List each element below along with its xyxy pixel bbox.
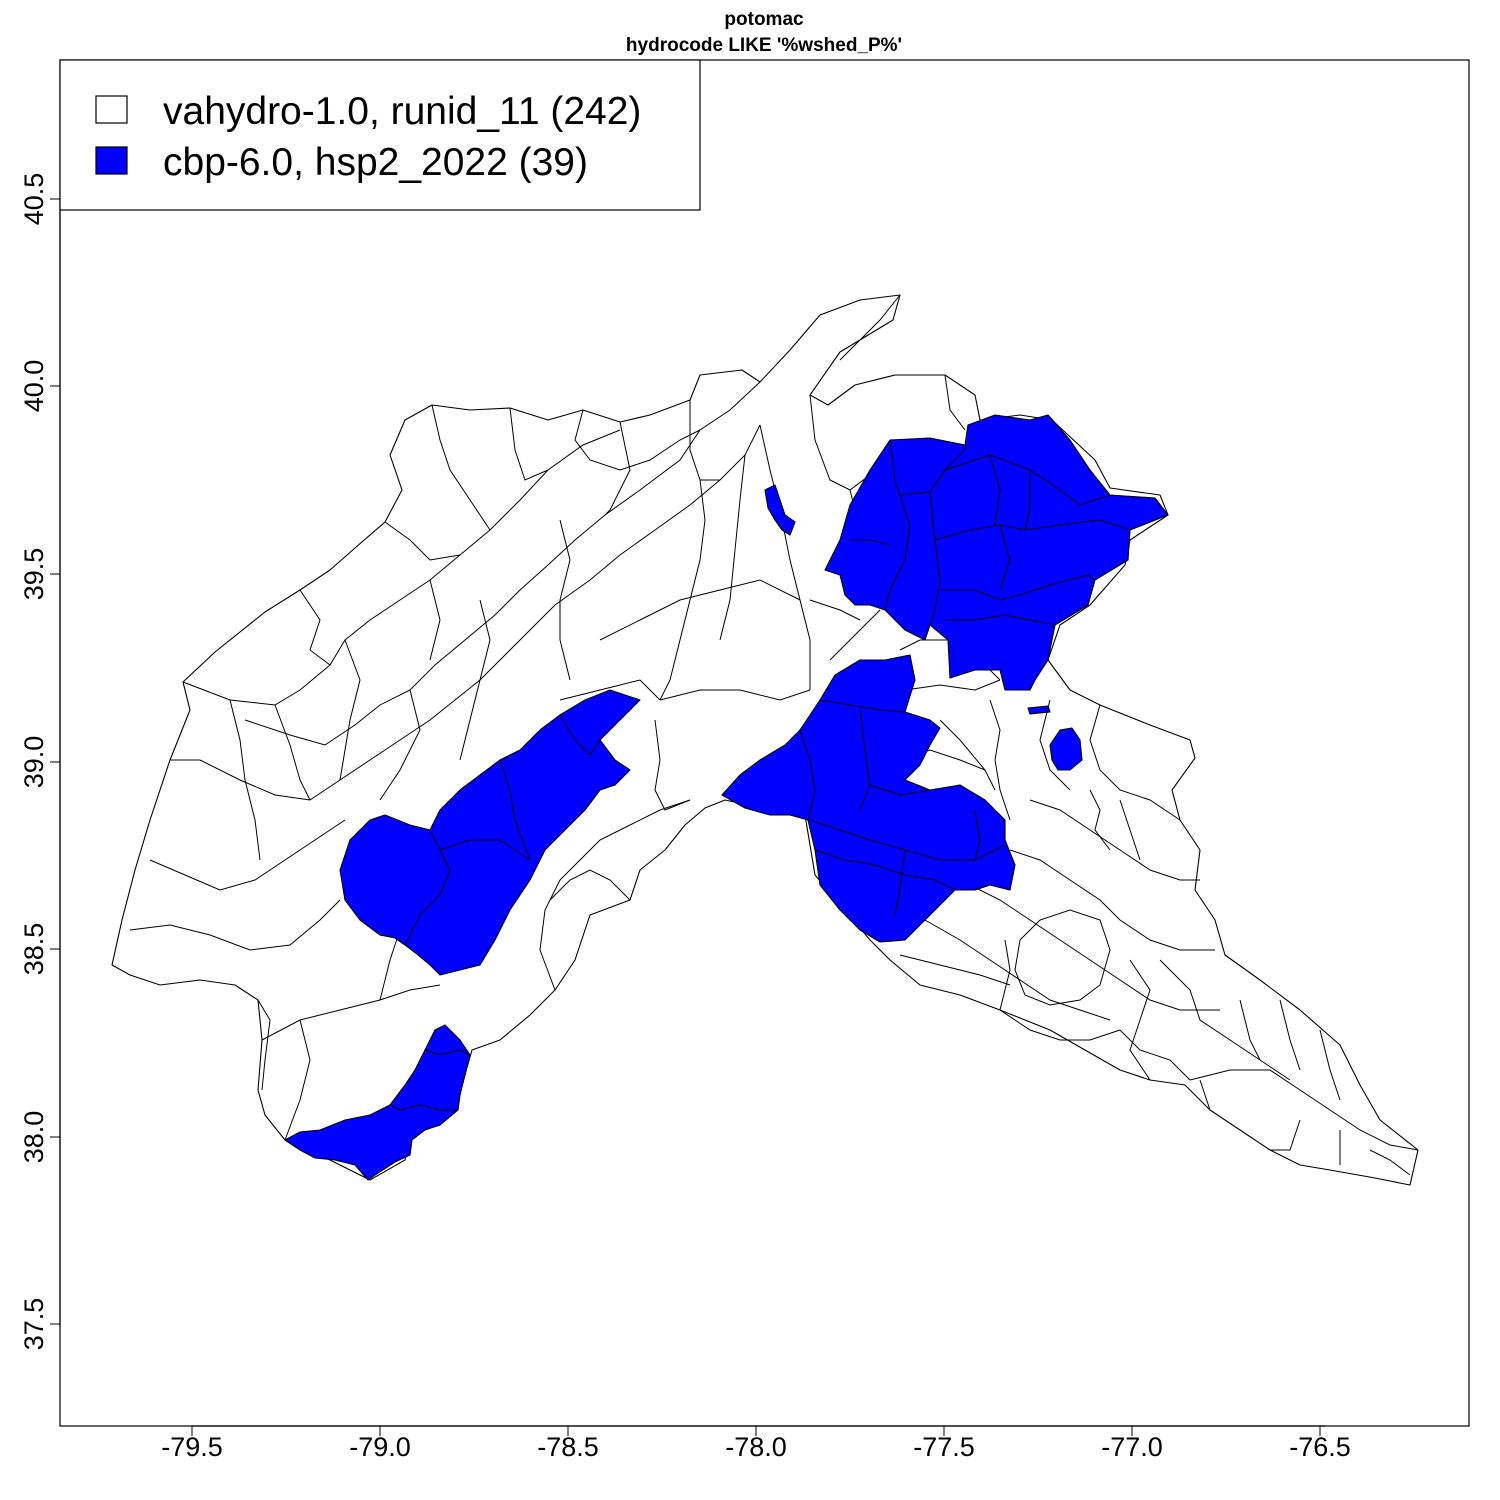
legend-label-vahydro: vahydro-1.0, runid_11 (242) xyxy=(163,90,641,133)
y-tick-label: 40.0 xyxy=(19,360,49,413)
map-subtitle: hydrocode LIKE '%wshed_P%' xyxy=(626,35,902,56)
y-tick-label: 38.5 xyxy=(19,923,49,976)
x-tick-label: -77.5 xyxy=(913,1432,975,1462)
y-tick-label: 39.0 xyxy=(19,736,49,789)
highlighted-watersheds xyxy=(284,414,1169,1181)
legend-label-cbp: cbp-6.0, hsp2_2022 (39) xyxy=(163,141,588,184)
y-tick-label: 40.5 xyxy=(19,173,49,226)
watershed-cluster-mid xyxy=(721,654,1016,943)
y-tick-label: 37.5 xyxy=(19,1298,49,1351)
legend-swatch-cbp xyxy=(95,146,128,175)
x-tick-label: -77.0 xyxy=(1101,1432,1163,1462)
watershed-small-east xyxy=(1049,727,1083,771)
y-tick-label: 38.0 xyxy=(19,1111,49,1164)
watershed-sw-valley xyxy=(284,1024,471,1181)
watershed-ne-cluster xyxy=(824,414,1169,691)
x-axis: -79.5 -79.0 -78.5 -78.0 -77.5 -77.0 -76.… xyxy=(161,1425,1351,1462)
x-tick-label: -76.5 xyxy=(1289,1432,1351,1462)
watershed-west-ridge xyxy=(339,689,641,976)
highlighted-inner-boundaries xyxy=(389,439,1131,1111)
x-tick-label: -79.0 xyxy=(349,1432,411,1462)
legend-box xyxy=(59,59,701,211)
legend-swatch-vahydro xyxy=(95,95,128,124)
watershed-layer xyxy=(111,294,1419,1186)
x-tick-label: -78.5 xyxy=(537,1432,599,1462)
x-tick-label: -79.5 xyxy=(161,1432,223,1462)
legend: vahydro-1.0, runid_11 (242) cbp-6.0, hsp… xyxy=(59,59,701,211)
y-tick-label: 39.5 xyxy=(19,548,49,601)
watershed-tiny-east xyxy=(1027,705,1051,715)
y-axis: 37.5 38.0 38.5 39.0 39.5 40.0 40.5 xyxy=(19,173,61,1351)
watershed-small-north xyxy=(764,484,796,536)
x-tick-label: -78.0 xyxy=(725,1432,787,1462)
map-title: potomac xyxy=(724,9,804,30)
